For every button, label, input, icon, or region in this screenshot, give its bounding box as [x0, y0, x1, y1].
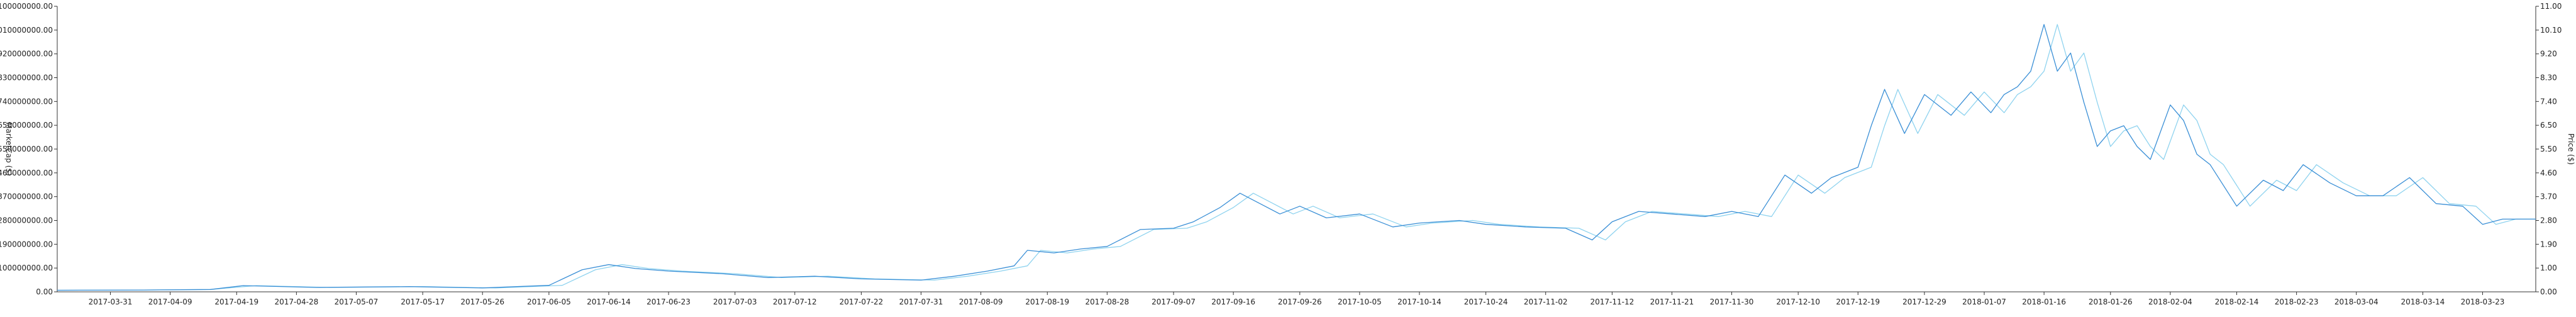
y-left-tick-label: 460000000.00 [0, 169, 53, 177]
x-tick-label: 2017-09-26 [1278, 298, 1322, 306]
y-axis-left-label: MarketCap ($) [4, 122, 13, 175]
x-tick-label: 2017-04-28 [274, 298, 318, 306]
x-tick-label: 2017-08-28 [1085, 298, 1130, 306]
y-left-tick-label: 740000000.00 [0, 97, 53, 106]
y-left-tick-label: 190000000.00 [0, 240, 53, 248]
x-tick-label: 2017-06-23 [647, 298, 691, 306]
x-tick-label: 2018-02-04 [2148, 298, 2192, 306]
y-right-tick-label: 0.00 [2540, 287, 2557, 296]
y-left-tick-label: 370000000.00 [0, 192, 53, 201]
x-tick-label: 2017-11-21 [1650, 298, 1694, 306]
x-tick-label: 2017-07-22 [840, 298, 884, 306]
x-tick-label: 2017-05-07 [335, 298, 379, 306]
y-right-tick-label: 3.70 [2540, 192, 2557, 201]
x-tick-label: 2017-11-30 [1710, 298, 1754, 306]
x-tick-label: 2017-07-31 [899, 298, 943, 306]
x-tick-label: 2017-10-24 [1464, 298, 1508, 306]
x-tick-label: 2018-01-16 [2022, 298, 2066, 306]
x-tick-label: 2018-02-14 [2215, 298, 2259, 306]
y-left-tick-label: 920000000.00 [0, 50, 53, 58]
x-tick-label: 2017-05-26 [460, 298, 504, 306]
x-tick-label: 2018-03-04 [2334, 298, 2379, 306]
x-tick-label: 2017-06-14 [587, 298, 631, 306]
x-tick-label: 2017-09-16 [1211, 298, 1255, 306]
chart-axes: 0.00 100000000.00 190000000.00 280000000.00… [0, 2, 2562, 306]
x-tick-label: 2017-10-05 [1338, 298, 1382, 306]
x-tick-label: 2017-12-10 [1776, 298, 1820, 306]
x-tick-label: 2017-06-05 [527, 298, 571, 306]
x-tick-label: 2017-11-12 [1590, 298, 1634, 306]
y-left-tick-label: 830000000.00 [0, 74, 53, 82]
x-tick-label: 2018-02-23 [2275, 298, 2319, 306]
x-tick-label: 2017-03-31 [89, 298, 133, 306]
y-left-tick-label: 280000000.00 [0, 216, 53, 225]
y-left-tick-label: 100000000.00 [0, 264, 53, 272]
y-right-tick-label: 4.60 [2540, 169, 2557, 177]
y-right-tick-label: 1.00 [2540, 264, 2557, 272]
y-right-tick-label: 6.50 [2540, 121, 2557, 130]
y-right-tick-label: 2.80 [2540, 216, 2557, 225]
x-tick-label: 2017-08-19 [1025, 298, 1069, 306]
marketcap-series-line [57, 24, 2536, 291]
y-right-tick-label: 5.50 [2540, 145, 2557, 153]
price-series-line [57, 24, 2536, 291]
chart-series-group [57, 24, 2536, 291]
y-left-tick-label: 1100000000.00 [0, 2, 53, 11]
x-tick-label: 2017-10-14 [1397, 298, 1441, 306]
x-tick-label: 2017-04-19 [214, 298, 258, 306]
x-tick-label: 2017-05-17 [401, 298, 445, 306]
y-left-tick-label: 650000000.00 [0, 121, 53, 130]
x-tick-label: 2017-04-09 [148, 298, 192, 306]
x-tick-label: 2017-11-02 [1524, 298, 1568, 306]
x-tick-label: 2018-03-23 [2461, 298, 2505, 306]
y-right-tick-label: 10.10 [2540, 26, 2562, 35]
x-tick-label: 2017-07-03 [713, 298, 757, 306]
y-left-tick-label: 550000000.00 [0, 145, 53, 153]
y-left-tick-label: 1010000000.00 [0, 26, 53, 35]
y-left-tick-label: 0.00 [36, 287, 53, 296]
x-tick-label: 2017-07-12 [773, 298, 817, 306]
y-axis-right-label: Price ($) [2567, 133, 2575, 165]
y-right-tick-label: 11.00 [2540, 2, 2562, 11]
x-tick-label: 2017-09-07 [1152, 298, 1196, 306]
x-tick-label: 2018-01-26 [2089, 298, 2133, 306]
x-tick-label: 2018-01-07 [1962, 298, 2006, 306]
y-right-tick-label: 8.30 [2540, 74, 2557, 82]
x-tick-label: 2017-12-19 [1836, 298, 1880, 306]
y-right-tick-label: 1.90 [2540, 240, 2557, 248]
x-tick-label: 2017-12-29 [1902, 298, 1946, 306]
x-tick-label: 2018-03-14 [2401, 298, 2445, 306]
x-tick-label: 2017-08-09 [959, 298, 1003, 306]
y-right-tick-label: 7.40 [2540, 97, 2557, 106]
y-right-tick-label: 9.20 [2540, 50, 2557, 58]
